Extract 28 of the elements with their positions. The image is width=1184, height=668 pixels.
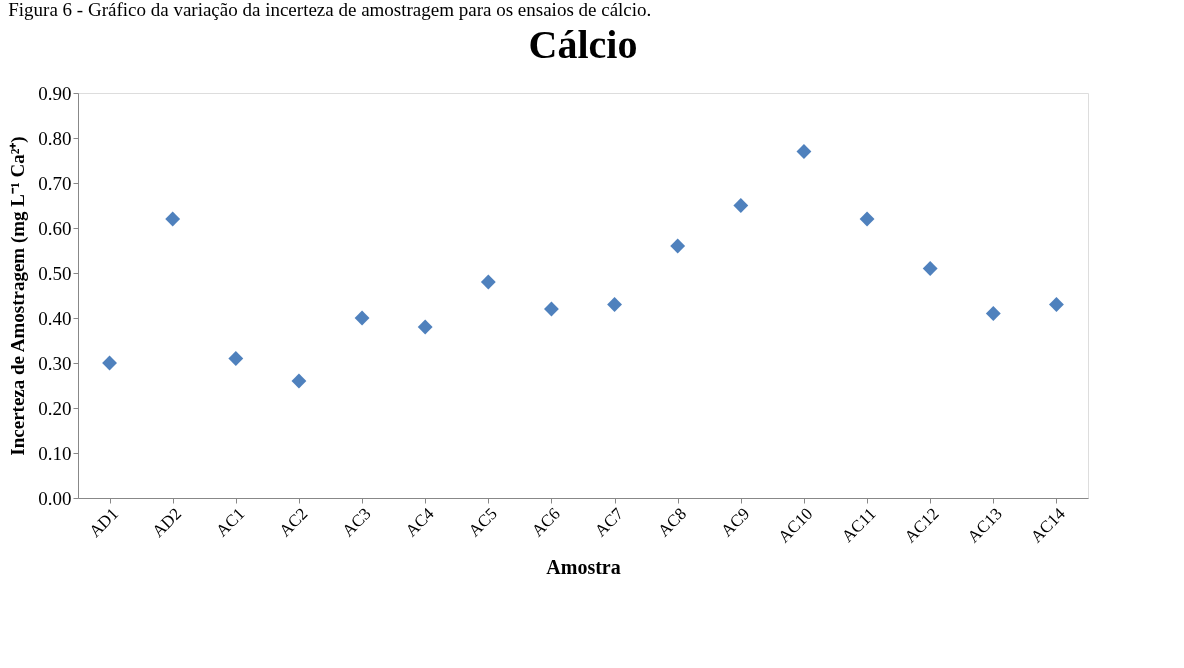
y-tick-label: 0.40 <box>38 307 72 329</box>
y-tick-label: 0.30 <box>38 352 72 374</box>
y-tick-label: 0.80 <box>38 127 72 149</box>
y-axis-title: Incerteza de Amostragem (mg L⁻¹ Ca²⁺) <box>7 136 30 456</box>
point <box>922 261 938 276</box>
y-tick-label: 0.00 <box>38 487 72 509</box>
point <box>417 319 433 335</box>
y-tick-label: 0.20 <box>38 397 72 419</box>
point <box>670 238 686 254</box>
point <box>1049 297 1064 312</box>
text: Figura 6 - Gráfico da variação da incerteza de amostragem para os ensaios de cálcio. <box>8 0 652 20</box>
y-tick-label: 0.60 <box>38 217 72 239</box>
point <box>228 351 244 366</box>
point <box>291 373 307 389</box>
point <box>354 310 370 326</box>
y-tick-label: 0.10 <box>38 442 72 464</box>
x-axis-title: Amostra <box>546 555 621 578</box>
point <box>165 211 181 227</box>
chart-title: Cálcio <box>528 22 638 67</box>
x-tick-label: AC1 <box>212 504 249 541</box>
y-tick-label: 0.70 <box>38 172 72 194</box>
point <box>480 274 496 290</box>
point <box>985 306 1001 321</box>
point <box>733 198 749 213</box>
point <box>607 297 622 312</box>
y-tick-label: 0.90 <box>38 82 72 104</box>
point <box>859 211 875 227</box>
y-tick-label: 0.50 <box>38 262 72 284</box>
